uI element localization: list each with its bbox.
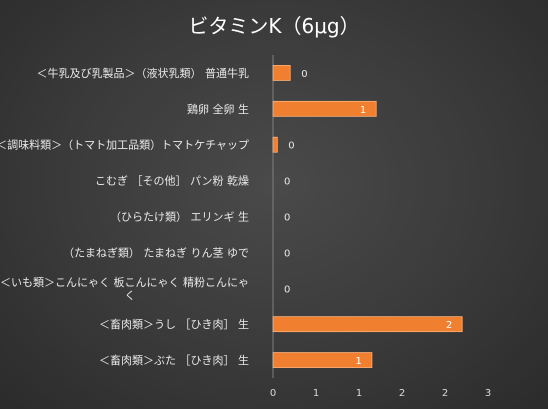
data-label: 0 [284, 177, 290, 188]
category-label: ＜畜肉類＞ぶた ［ひき肉］ 生 [99, 353, 249, 367]
chart-title: ビタミンK（6μg） [188, 14, 360, 38]
bar [272, 100, 377, 117]
x-tick-label: 2 [399, 388, 405, 399]
bar [272, 65, 291, 81]
category-label: （ひらたけ類） エリンギ 生 [110, 210, 249, 224]
x-tick-label: 0 [270, 388, 276, 399]
bar [272, 352, 373, 368]
data-label: 0 [284, 284, 290, 295]
category-label: ＜調味料類＞（トマト加工品類）トマトケチャップ [0, 138, 249, 152]
data-label: 0 [288, 141, 294, 152]
data-label: 0 [301, 69, 307, 80]
category-label: こむぎ ［その他］ パン粉 乾燥 [95, 174, 249, 188]
category-label: ＜畜肉類＞うし ［ひき肉］ 生 [99, 317, 249, 331]
category-label: 鶏卵 全卵 生 [187, 102, 249, 116]
category-label: ＜いも類＞こんにゃく 板こんにゃく 精粉こんにゃく [0, 275, 249, 302]
data-label: 2 [446, 320, 452, 331]
bar [272, 136, 278, 153]
x-tick-label: 3 [485, 388, 491, 399]
category-label: ＜牛乳及び乳製品＞（液状乳類） 普通牛乳 [37, 66, 250, 80]
x-tick-label: 1 [356, 388, 362, 399]
x-tick-label: 2 [442, 388, 448, 399]
data-label: 0 [284, 248, 290, 259]
bar [272, 316, 463, 333]
data-label: 1 [360, 105, 366, 116]
data-label: 1 [356, 356, 362, 367]
x-tick-label: 1 [313, 388, 319, 399]
data-label: 0 [284, 213, 290, 224]
category-label: （たまねぎ類） たまねぎ りん茎 ゆで [63, 245, 249, 259]
